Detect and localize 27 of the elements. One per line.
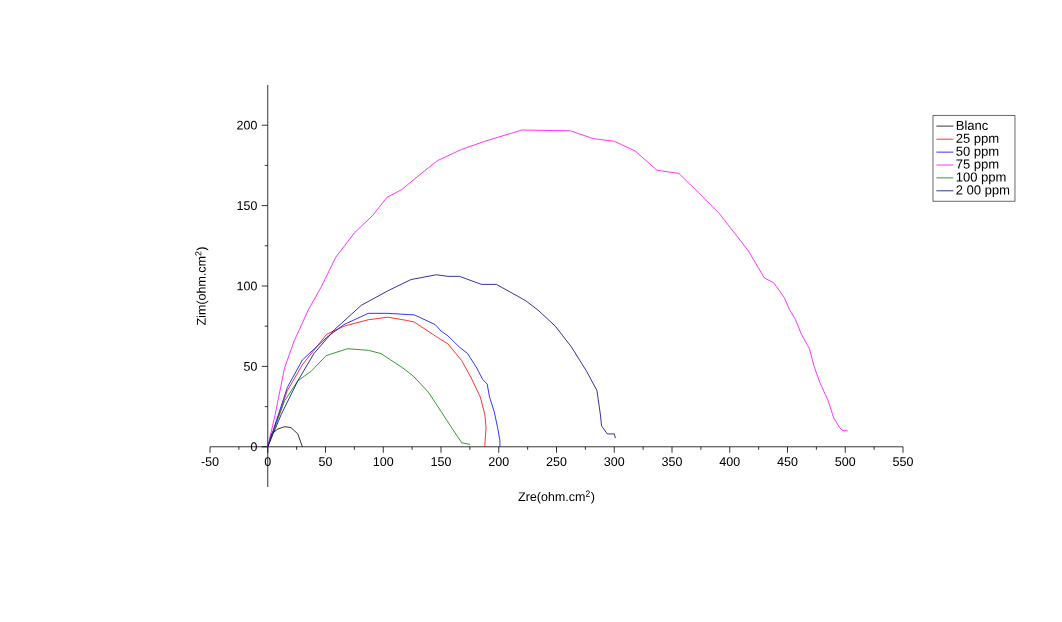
x-tick-label: 550 bbox=[893, 457, 913, 467]
y-tick-label: 50 bbox=[243, 361, 257, 371]
x-tick-label: 500 bbox=[835, 457, 856, 467]
legend-label: 50 ppm bbox=[956, 146, 999, 159]
line-series bbox=[267, 348, 471, 448]
legend-label: 75 ppm bbox=[956, 159, 999, 172]
x-tick-label: 350 bbox=[662, 457, 682, 467]
line-series bbox=[267, 274, 616, 448]
x-axis-title: Zre(ohm.cm$^{2}$) bbox=[518, 490, 595, 504]
x-tick-label: 400 bbox=[719, 457, 740, 467]
y-tick-label: 200 bbox=[237, 120, 257, 130]
legend-label: 100 ppm bbox=[956, 172, 1006, 185]
x-tick-label: 250 bbox=[546, 457, 567, 467]
legend-label: Blanc bbox=[956, 120, 988, 130]
x-tick-label: 100 bbox=[373, 457, 394, 467]
legend-label: 25 ppm bbox=[956, 133, 999, 146]
x-tick-label: 200 bbox=[488, 457, 509, 467]
legend-label: 2 00 ppm bbox=[956, 185, 1010, 198]
y-tick-label: 100 bbox=[237, 281, 257, 291]
x-tick-label: 50 bbox=[319, 457, 332, 467]
line-series bbox=[267, 129, 848, 448]
y-tick-label: 150 bbox=[237, 201, 257, 211]
x-tick-label: 300 bbox=[604, 457, 625, 467]
y-axis-title: Zim(ohm.cm$^{2}$) bbox=[195, 247, 209, 326]
x-tick-label: 150 bbox=[431, 457, 451, 467]
x-tick-label: -50 bbox=[201, 457, 219, 467]
x-tick-label: 450 bbox=[777, 457, 798, 467]
